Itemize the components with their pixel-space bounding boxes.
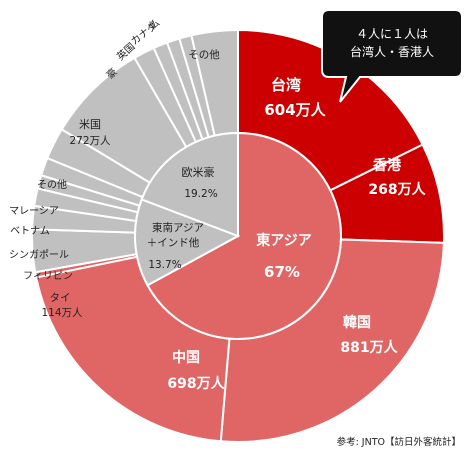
- inner-label-west: 欧米豪: [182, 165, 215, 179]
- inner-slice-2: [140, 131, 239, 238]
- label-other-west: その他: [188, 48, 220, 61]
- inner-label-sea-india-line1: 東南アジア: [152, 221, 204, 234]
- value-hongkong: 268万人: [368, 181, 426, 198]
- label-philippines: フィリピン: [23, 270, 73, 282]
- inner-value-sea-india: 13.7%: [148, 259, 181, 271]
- label-other-asia: その他: [37, 178, 67, 191]
- value-taiwan: 604万人: [264, 101, 326, 119]
- label-korea: 韓国: [343, 314, 371, 331]
- inner-value-east-asia: 67%: [264, 263, 300, 281]
- label-taiwan: 台湾: [271, 76, 301, 94]
- label-china: 中国: [172, 349, 200, 366]
- inner-slice-0: [146, 131, 342, 340]
- label-hongkong: 香港: [372, 157, 402, 174]
- value-china: 698万人: [167, 375, 225, 392]
- inner-value-west: 19.2%: [184, 188, 217, 200]
- inner-slice-1: [134, 198, 241, 287]
- callout-line2: 台湾人・香港人: [350, 44, 434, 59]
- callout-line1: ４人に１人は: [356, 27, 428, 41]
- value-usa: 272万人: [69, 135, 111, 147]
- source-note: 参考: JNTO【訪日外客統計】: [337, 436, 461, 448]
- label-usa: 米国: [79, 118, 101, 131]
- inner-ring: [134, 131, 342, 340]
- label-thailand: タイ: [50, 292, 71, 304]
- inner-label-east-asia: 東アジア: [256, 232, 311, 249]
- value-thailand: 114万人: [41, 307, 83, 319]
- label-vietnam: ベトナム: [10, 225, 50, 237]
- value-korea: 881万人: [340, 339, 398, 356]
- callout: ４人に１人は 台湾人・香港人: [321, 9, 463, 103]
- label-malaysia: マレーシア: [9, 206, 59, 217]
- inner-label-sea-india-line2: ＋インド他: [147, 236, 200, 249]
- label-singapore: シンガポール: [9, 249, 69, 261]
